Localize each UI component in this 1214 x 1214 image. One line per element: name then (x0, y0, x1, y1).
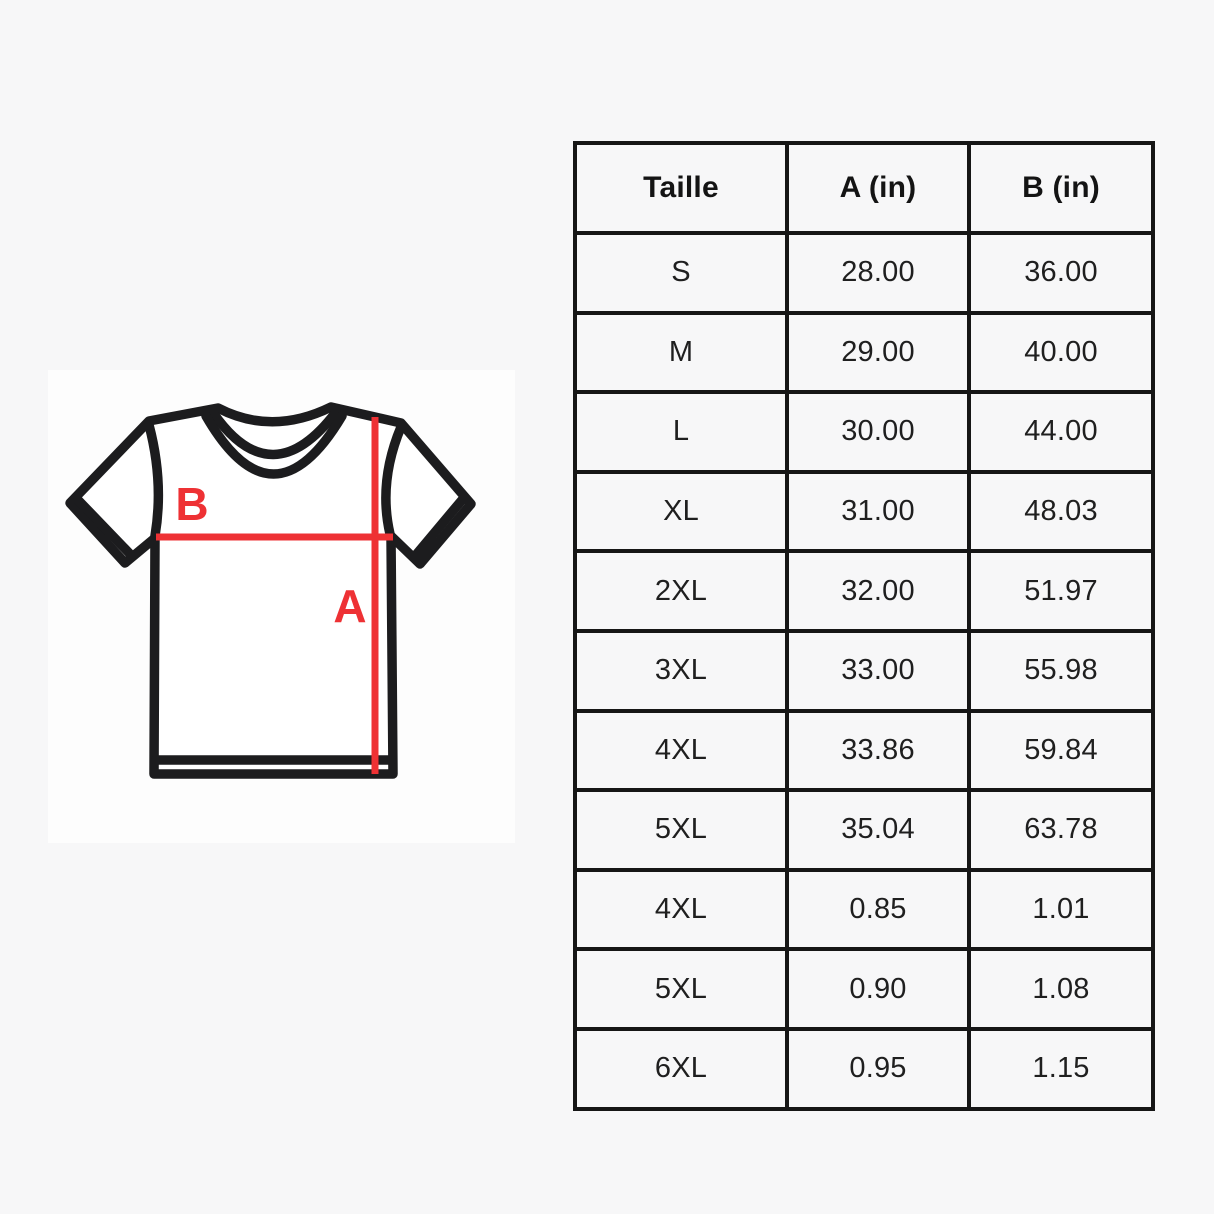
a-value-cell: 0.85 (787, 869, 969, 950)
a-value-cell: 33.86 (787, 710, 969, 791)
size-cell: 6XL (575, 1028, 787, 1109)
size-cell: 5XL (575, 949, 787, 1029)
column-header-a-in: A (in) (787, 143, 969, 233)
measurement-label-a: A (333, 580, 366, 632)
collar-band-upper-arc (209, 407, 341, 460)
b-value-cell: 1.08 (969, 949, 1153, 1029)
tshirt-diagram: B A (65, 402, 476, 779)
a-value-cell: 33.00 (787, 630, 969, 711)
left-cuff-line (73, 495, 135, 559)
b-value-cell: 59.84 (969, 710, 1153, 791)
right-armhole-seam (381, 422, 406, 539)
column-header-taille: Taille (575, 143, 787, 233)
b-value-cell: 44.00 (969, 392, 1153, 472)
tshirt-outline (65, 402, 476, 779)
a-value-cell: 30.00 (787, 392, 969, 472)
size-cell: XL (575, 471, 787, 552)
size-cell: 2XL (575, 551, 787, 631)
a-value-cell: 31.00 (787, 471, 969, 552)
a-value-cell: 0.90 (787, 949, 969, 1029)
b-value-cell: 1.15 (969, 1028, 1153, 1109)
b-value-cell: 1.01 (969, 869, 1153, 950)
a-value-cell: 29.00 (787, 312, 969, 393)
collar-band-lower-arc (201, 411, 347, 479)
size-cell: 5XL (575, 790, 787, 870)
measurement-label-b: B (175, 478, 208, 530)
a-value-cell: 0.95 (787, 1028, 969, 1109)
size-cell: 4XL (575, 710, 787, 791)
size-cell: 4XL (575, 869, 787, 950)
size-cell: S (575, 233, 787, 313)
right-cuff-line (410, 495, 467, 561)
size-cell: M (575, 312, 787, 393)
a-value-cell: 35.04 (787, 790, 969, 870)
b-value-cell: 51.97 (969, 551, 1153, 631)
a-value-cell: 32.00 (787, 551, 969, 631)
b-value-cell: 36.00 (969, 233, 1153, 313)
b-value-cell: 63.78 (969, 790, 1153, 870)
tshirt-diagram-panel: B A (48, 370, 515, 843)
left-armhole-seam (144, 420, 164, 541)
b-value-cell: 48.03 (969, 471, 1153, 552)
b-value-cell: 40.00 (969, 312, 1153, 393)
size-cell: L (575, 392, 787, 472)
b-value-cell: 55.98 (969, 630, 1153, 711)
size-table: Taille A (in) B (in) S 28.00 36.00 M 29.00 40… (573, 141, 1155, 1111)
column-header-b-in: B (in) (969, 143, 1153, 233)
a-value-cell: 28.00 (787, 233, 969, 313)
size-cell: 3XL (575, 630, 787, 711)
